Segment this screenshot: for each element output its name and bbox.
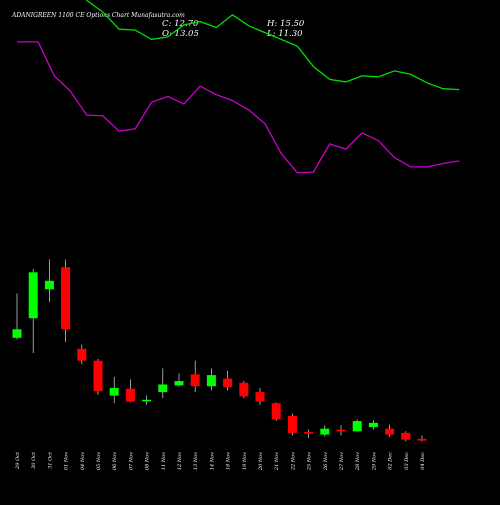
candle-body-up [206,375,216,387]
x-tick-label: 26 Nov [323,452,329,471]
candle [239,381,249,399]
candle [385,424,395,437]
candle-body-down [255,392,265,402]
candle-body-down [287,415,297,433]
x-tick-label: 08 Nov [145,452,151,470]
chart-title: ADANIGREEN 1100 CE Options Chart Munafas… [11,12,185,19]
x-tick-label: 19 Nov [242,452,248,470]
candle [255,387,265,405]
x-tick-label: 05 Nov [96,452,102,470]
candle-body-up [320,428,330,435]
candles-layer [12,259,427,442]
candle [77,344,87,365]
x-tick-label: 18 Nov [226,452,232,470]
x-tick-label: 04 Nov [80,452,86,470]
candle-body-down [304,432,314,434]
x-tick-label: 30 Oct [31,451,37,469]
candle-body-down [271,403,281,420]
candle [174,373,184,387]
x-tick-label: 04 Dec [420,452,426,470]
candle [61,259,71,342]
candle-body-down [61,267,71,330]
candle-body-up [28,272,38,319]
candle-body-up [368,422,378,428]
x-tick-label: 20 Nov [258,452,264,471]
x-axis-tick-labels: 29 Oct 30 Oct 31 Oct 01 Nov 04 Nov 05 Nov 06 N… [15,451,426,471]
x-tick-label: 06 Nov [112,452,118,470]
candle [142,395,152,405]
candle [271,402,281,422]
close-value: C: 12.70 [162,19,199,29]
candle [190,360,200,393]
candle-body-down [93,360,103,392]
candle-body-down [125,388,135,402]
x-tick-label: 21 Nov [274,452,280,471]
candle [304,429,314,439]
candle [44,259,54,303]
x-tick-label: 29 Nov [371,452,377,471]
candle-body-down [417,438,427,441]
x-tick-label: 28 Nov [355,452,361,471]
candle-body-down [336,429,346,432]
candle [158,368,168,399]
high-value: H: 15.50 [266,19,305,29]
candle [109,376,119,404]
candle [223,370,233,391]
lower-band-line [17,41,460,174]
candle-body-up [158,384,168,393]
candle [401,431,411,442]
candle-body-up [142,399,152,402]
candle [336,425,346,436]
candle-body-down [77,348,87,361]
candle [417,435,427,442]
x-tick-label: 07 Nov [128,452,134,470]
low-value: L: 11.30 [266,29,303,39]
open-value: O: 13.05 [162,29,199,39]
x-tick-label: 27 Nov [339,452,345,471]
x-tick-label: 29 Oct [15,451,21,470]
candle [368,420,378,430]
upper-band-line [85,0,460,91]
candle [93,359,103,395]
candle [320,425,330,437]
x-tick-label: 31 Oct [47,451,53,469]
x-tick-label: 14 Nov [209,452,215,470]
candle-body-down [239,382,249,397]
x-tick-label: 13 Nov [193,452,199,470]
x-tick-label: 01 Nov [64,452,70,470]
candle-body-down [385,428,395,435]
x-tick-label: 03 Dec [404,452,410,470]
candle-body-down [223,378,233,388]
x-tick-label: 12 Nov [177,452,183,470]
candle-body-up [174,381,184,386]
candle [287,413,297,436]
candle [28,268,38,354]
candle-body-up [12,329,22,338]
bands-layer [17,0,460,174]
candle-body-down [401,432,411,440]
x-tick-label: 11 Nov [161,452,167,470]
candle-body-up [352,421,362,432]
candle [12,293,22,340]
x-tick-label: 02 Dec [388,452,394,470]
candle-body-up [109,387,119,396]
candle [352,419,362,432]
candle-body-down [190,374,200,387]
candle-body-up [44,280,54,290]
x-tick-label: 25 Nov [307,452,313,471]
x-tick-label: 22 Nov [290,452,296,471]
candle [206,368,216,391]
candle [125,379,135,403]
